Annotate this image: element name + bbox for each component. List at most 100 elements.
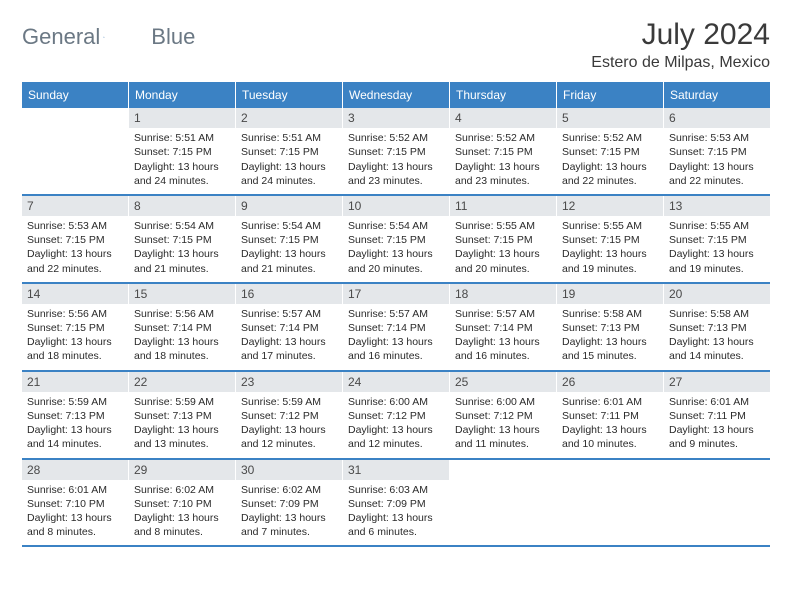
sunrise-line: Sunrise: 6:01 AM bbox=[562, 395, 658, 409]
sunset-line: Sunset: 7:15 PM bbox=[241, 145, 337, 159]
day-number: 26 bbox=[557, 372, 663, 392]
calendar-cell: 13Sunrise: 5:55 AMSunset: 7:15 PMDayligh… bbox=[664, 196, 770, 282]
sunset-line: Sunset: 7:15 PM bbox=[134, 145, 230, 159]
logo: General Blue bbox=[22, 18, 195, 50]
daylight-line: Daylight: 13 hours and 14 minutes. bbox=[27, 423, 123, 451]
sunset-line: Sunset: 7:14 PM bbox=[455, 321, 551, 335]
weekday-header: Thursday bbox=[450, 82, 557, 108]
sunrise-line: Sunrise: 6:01 AM bbox=[669, 395, 765, 409]
calendar-cell: 7Sunrise: 5:53 AMSunset: 7:15 PMDaylight… bbox=[22, 196, 129, 282]
sunset-line: Sunset: 7:15 PM bbox=[241, 233, 337, 247]
day-body: Sunrise: 5:58 AMSunset: 7:13 PMDaylight:… bbox=[557, 304, 663, 370]
day-body: Sunrise: 5:55 AMSunset: 7:15 PMDaylight:… bbox=[664, 216, 770, 282]
day-body: Sunrise: 5:53 AMSunset: 7:15 PMDaylight:… bbox=[664, 128, 770, 194]
daylight-line: Daylight: 13 hours and 18 minutes. bbox=[27, 335, 123, 363]
day-number: 1 bbox=[129, 108, 235, 128]
calendar-cell: 15Sunrise: 5:56 AMSunset: 7:14 PMDayligh… bbox=[129, 284, 236, 370]
calendar-cell: 26Sunrise: 6:01 AMSunset: 7:11 PMDayligh… bbox=[557, 372, 664, 458]
sunrise-line: Sunrise: 5:53 AM bbox=[669, 131, 765, 145]
daylight-line: Daylight: 13 hours and 15 minutes. bbox=[562, 335, 658, 363]
day-number: 24 bbox=[343, 372, 449, 392]
sunset-line: Sunset: 7:15 PM bbox=[455, 145, 551, 159]
sunset-line: Sunset: 7:15 PM bbox=[562, 145, 658, 159]
sunrise-line: Sunrise: 5:52 AM bbox=[348, 131, 444, 145]
sunrise-line: Sunrise: 5:55 AM bbox=[455, 219, 551, 233]
sunset-line: Sunset: 7:09 PM bbox=[348, 497, 444, 511]
calendar-cell: 22Sunrise: 5:59 AMSunset: 7:13 PMDayligh… bbox=[129, 372, 236, 458]
calendar-body: .1Sunrise: 5:51 AMSunset: 7:15 PMDayligh… bbox=[22, 108, 770, 547]
sunset-line: Sunset: 7:13 PM bbox=[669, 321, 765, 335]
daylight-line: Daylight: 13 hours and 23 minutes. bbox=[348, 160, 444, 188]
calendar-cell: 2Sunrise: 5:51 AMSunset: 7:15 PMDaylight… bbox=[236, 108, 343, 194]
daylight-line: Daylight: 13 hours and 13 minutes. bbox=[134, 423, 230, 451]
page-title: July 2024 bbox=[591, 18, 770, 52]
daylight-line: Daylight: 13 hours and 20 minutes. bbox=[455, 247, 551, 275]
daylight-line: Daylight: 13 hours and 16 minutes. bbox=[348, 335, 444, 363]
day-number: 12 bbox=[557, 196, 663, 216]
calendar-cell: 18Sunrise: 5:57 AMSunset: 7:14 PMDayligh… bbox=[450, 284, 557, 370]
calendar-cell: 25Sunrise: 6:00 AMSunset: 7:12 PMDayligh… bbox=[450, 372, 557, 458]
sunrise-line: Sunrise: 6:03 AM bbox=[348, 483, 444, 497]
day-number: 3 bbox=[343, 108, 449, 128]
calendar-cell: 17Sunrise: 5:57 AMSunset: 7:14 PMDayligh… bbox=[343, 284, 450, 370]
calendar-cell: 19Sunrise: 5:58 AMSunset: 7:13 PMDayligh… bbox=[557, 284, 664, 370]
sunrise-line: Sunrise: 6:02 AM bbox=[241, 483, 337, 497]
day-body: Sunrise: 5:59 AMSunset: 7:13 PMDaylight:… bbox=[129, 392, 235, 458]
sunset-line: Sunset: 7:15 PM bbox=[27, 233, 123, 247]
daylight-line: Daylight: 13 hours and 12 minutes. bbox=[241, 423, 337, 451]
calendar-cell: . bbox=[664, 460, 770, 546]
daylight-line: Daylight: 13 hours and 21 minutes. bbox=[134, 247, 230, 275]
day-number: 14 bbox=[22, 284, 128, 304]
sunrise-line: Sunrise: 5:59 AM bbox=[27, 395, 123, 409]
daylight-line: Daylight: 13 hours and 24 minutes. bbox=[134, 160, 230, 188]
sunrise-line: Sunrise: 5:58 AM bbox=[562, 307, 658, 321]
day-body: Sunrise: 5:54 AMSunset: 7:15 PMDaylight:… bbox=[343, 216, 449, 282]
daylight-line: Daylight: 13 hours and 10 minutes. bbox=[562, 423, 658, 451]
day-body: Sunrise: 5:52 AMSunset: 7:15 PMDaylight:… bbox=[557, 128, 663, 194]
sunrise-line: Sunrise: 6:00 AM bbox=[348, 395, 444, 409]
logo-sail-icon bbox=[103, 30, 105, 44]
sunrise-line: Sunrise: 5:59 AM bbox=[134, 395, 230, 409]
calendar-cell: . bbox=[22, 108, 129, 194]
day-body: Sunrise: 6:01 AMSunset: 7:11 PMDaylight:… bbox=[557, 392, 663, 458]
day-body: Sunrise: 5:53 AMSunset: 7:15 PMDaylight:… bbox=[22, 216, 128, 282]
daylight-line: Daylight: 13 hours and 17 minutes. bbox=[241, 335, 337, 363]
day-number: 2 bbox=[236, 108, 342, 128]
sunset-line: Sunset: 7:15 PM bbox=[562, 233, 658, 247]
calendar-cell: 24Sunrise: 6:00 AMSunset: 7:12 PMDayligh… bbox=[343, 372, 450, 458]
day-body: Sunrise: 6:03 AMSunset: 7:09 PMDaylight:… bbox=[343, 480, 449, 546]
day-number: 25 bbox=[450, 372, 556, 392]
sunset-line: Sunset: 7:15 PM bbox=[27, 321, 123, 335]
calendar-cell: 4Sunrise: 5:52 AMSunset: 7:15 PMDaylight… bbox=[450, 108, 557, 194]
sunrise-line: Sunrise: 5:54 AM bbox=[134, 219, 230, 233]
day-number: 28 bbox=[22, 460, 128, 480]
daylight-line: Daylight: 13 hours and 8 minutes. bbox=[134, 511, 230, 539]
sunset-line: Sunset: 7:15 PM bbox=[669, 233, 765, 247]
day-number: 17 bbox=[343, 284, 449, 304]
calendar-cell: 3Sunrise: 5:52 AMSunset: 7:15 PMDaylight… bbox=[343, 108, 450, 194]
calendar-cell: 11Sunrise: 5:55 AMSunset: 7:15 PMDayligh… bbox=[450, 196, 557, 282]
calendar-cell: . bbox=[450, 460, 557, 546]
day-body: Sunrise: 6:01 AMSunset: 7:11 PMDaylight:… bbox=[664, 392, 770, 458]
day-body: Sunrise: 6:00 AMSunset: 7:12 PMDaylight:… bbox=[450, 392, 556, 458]
calendar-cell: 21Sunrise: 5:59 AMSunset: 7:13 PMDayligh… bbox=[22, 372, 129, 458]
calendar-cell: 1Sunrise: 5:51 AMSunset: 7:15 PMDaylight… bbox=[129, 108, 236, 194]
daylight-line: Daylight: 13 hours and 20 minutes. bbox=[348, 247, 444, 275]
sunrise-line: Sunrise: 5:53 AM bbox=[27, 219, 123, 233]
calendar-header-row: SundayMondayTuesdayWednesdayThursdayFrid… bbox=[22, 82, 770, 108]
day-number: 31 bbox=[343, 460, 449, 480]
sunset-line: Sunset: 7:13 PM bbox=[134, 409, 230, 423]
daylight-line: Daylight: 13 hours and 12 minutes. bbox=[348, 423, 444, 451]
day-body: Sunrise: 5:56 AMSunset: 7:14 PMDaylight:… bbox=[129, 304, 235, 370]
sunrise-line: Sunrise: 5:58 AM bbox=[669, 307, 765, 321]
calendar-cell: 10Sunrise: 5:54 AMSunset: 7:15 PMDayligh… bbox=[343, 196, 450, 282]
day-body: Sunrise: 5:55 AMSunset: 7:15 PMDaylight:… bbox=[557, 216, 663, 282]
sunrise-line: Sunrise: 5:55 AM bbox=[669, 219, 765, 233]
sunrise-line: Sunrise: 5:57 AM bbox=[348, 307, 444, 321]
day-body: Sunrise: 5:56 AMSunset: 7:15 PMDaylight:… bbox=[22, 304, 128, 370]
sunset-line: Sunset: 7:15 PM bbox=[134, 233, 230, 247]
calendar-cell: 30Sunrise: 6:02 AMSunset: 7:09 PMDayligh… bbox=[236, 460, 343, 546]
calendar-cell: 6Sunrise: 5:53 AMSunset: 7:15 PMDaylight… bbox=[664, 108, 770, 194]
logo-text-1: General bbox=[22, 24, 100, 50]
daylight-line: Daylight: 13 hours and 23 minutes. bbox=[455, 160, 551, 188]
